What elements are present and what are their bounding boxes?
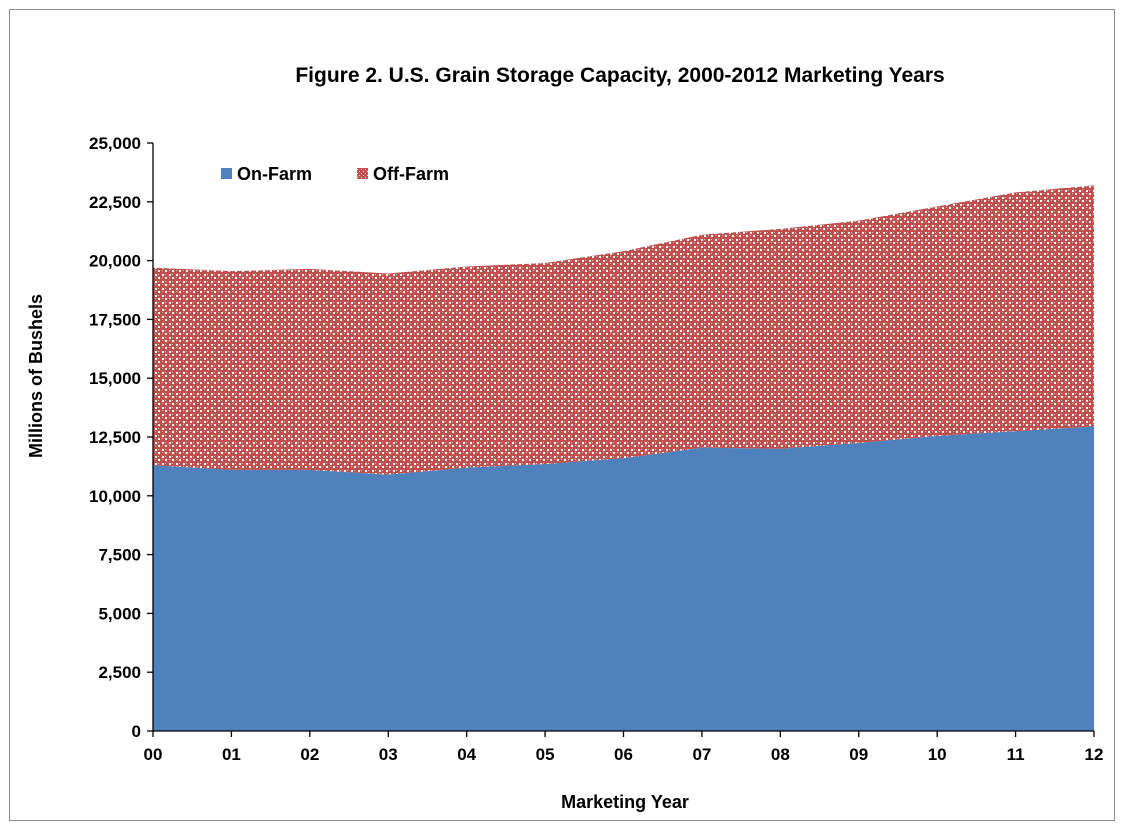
- x-tick-label: 12: [1085, 745, 1104, 764]
- plot-area: [153, 185, 1094, 731]
- y-tick-label: 12,500: [89, 428, 141, 447]
- legend-swatch-off-farm: [357, 168, 368, 179]
- axes: 0 2,500 5,000 7,500 10,000 12,500 15,000 17,500…: [89, 134, 1103, 764]
- x-tick-label: 08: [771, 745, 790, 764]
- x-tick-label: 11: [1007, 745, 1025, 764]
- legend: On-Farm Off-Farm: [221, 164, 449, 184]
- legend-swatch-on-farm: [221, 168, 232, 179]
- x-axis-title: Marketing Year: [561, 792, 689, 812]
- x-tick-label: 01: [222, 745, 241, 764]
- y-axis-title: Millions of Bushels: [26, 294, 46, 458]
- y-tick-label: 25,000: [89, 134, 141, 153]
- legend-label-on-farm: On-Farm: [237, 164, 312, 184]
- chart-title: Figure 2. U.S. Grain Storage Capacity, 2…: [295, 64, 944, 87]
- x-tick-label: 07: [692, 745, 711, 764]
- x-tick-label: 09: [849, 745, 868, 764]
- x-tick-label: 00: [144, 745, 163, 764]
- y-tick-label: 2,500: [98, 663, 141, 682]
- y-tick-label: 22,500: [89, 193, 141, 212]
- x-tick-label: 02: [300, 745, 319, 764]
- legend-label-off-farm: Off-Farm: [373, 164, 449, 184]
- y-tick-label: 15,000: [89, 369, 141, 388]
- y-tick-label: 10,000: [89, 487, 141, 506]
- x-tick-label: 06: [614, 745, 633, 764]
- x-tick-label: 04: [457, 745, 476, 764]
- y-tick-label: 5,000: [98, 604, 141, 623]
- x-tick-label: 05: [536, 745, 555, 764]
- x-tick-label: 10: [928, 745, 947, 764]
- x-tick-label: 03: [379, 745, 398, 764]
- y-tick-label: 17,500: [89, 310, 141, 329]
- y-tick-label: 7,500: [98, 546, 141, 565]
- y-tick-label: 20,000: [89, 252, 141, 271]
- area-series-on-farm: [153, 426, 1094, 731]
- y-tick-label: 0: [132, 722, 141, 741]
- area-series-off-farm: [153, 185, 1094, 475]
